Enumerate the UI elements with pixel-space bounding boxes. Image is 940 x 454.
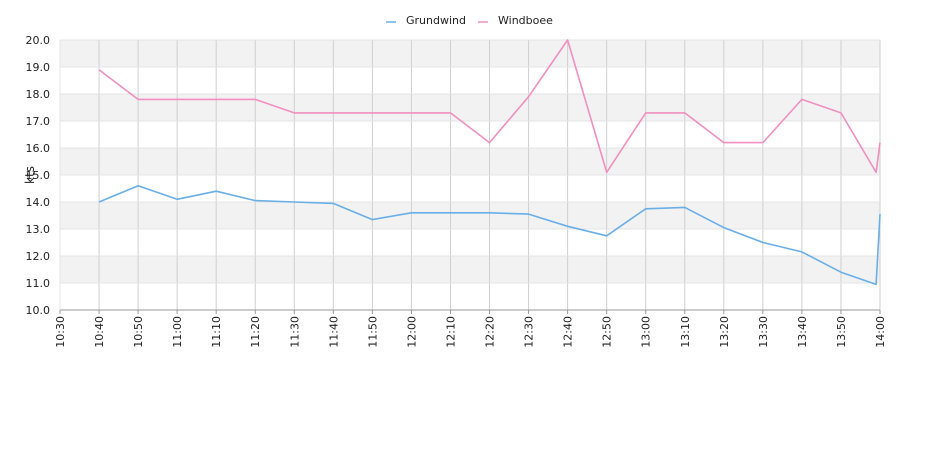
legend: Grundwind Windboee <box>386 14 553 27</box>
grid-band <box>60 256 880 283</box>
grid-band <box>60 202 880 229</box>
x-tick-label: 13:00 <box>640 316 653 348</box>
y-tick-label: 20.0 <box>26 34 51 47</box>
x-tick-label: 10:30 <box>54 316 67 348</box>
x-tick-label: 11:10 <box>210 316 223 348</box>
x-tick-label: 14:00 <box>874 316 887 348</box>
grid-band <box>60 94 880 121</box>
series-lines <box>98 39 881 286</box>
series-line-grundwind <box>98 185 881 286</box>
x-tick-label: 10:50 <box>132 316 145 348</box>
y-tick-label: 14.0 <box>26 196 51 209</box>
x-tick-label: 11:40 <box>327 316 340 348</box>
x-tick-label: 13:20 <box>718 316 731 348</box>
y-tick-label: 13.0 <box>26 223 51 236</box>
x-tick-label: 13:50 <box>835 316 848 348</box>
x-tick-label: 13:30 <box>757 316 770 348</box>
y-tick-label: 10.0 <box>26 304 51 317</box>
legend-label: Windboee <box>498 14 553 27</box>
grid-band <box>60 40 880 67</box>
x-tick-label: 12:40 <box>562 316 575 348</box>
grid-bands <box>60 40 880 283</box>
legend-label: Grundwind <box>406 14 466 27</box>
x-tick-label: 11:00 <box>171 316 184 348</box>
x-tick-label: 10:40 <box>93 316 106 348</box>
x-tick-label: 12:50 <box>601 316 614 348</box>
x-tick-label: 12:00 <box>405 316 418 348</box>
x-tick-label: 12:10 <box>444 316 457 348</box>
x-tick-label: 13:10 <box>679 316 692 348</box>
y-tick-label: 19.0 <box>26 61 51 74</box>
axes <box>59 40 880 311</box>
y-tick-label: 12.0 <box>26 250 51 263</box>
x-tick-label: 12:20 <box>484 316 497 348</box>
y-tick-label: 15.0 <box>26 169 51 182</box>
x-tick-label: 11:20 <box>249 316 262 348</box>
y-tick-labels: 10.0 11.0 12.0 13.0 14.0 15.0 16.0 17.0 18.0 19.0… <box>26 34 51 317</box>
series-line-windboee <box>98 39 881 174</box>
x-tick-label: 11:30 <box>288 316 301 348</box>
x-tick-label: 11:50 <box>366 316 379 348</box>
grid-band <box>60 148 880 175</box>
x-tick-label: 12:30 <box>523 316 536 348</box>
y-tick-label: 17.0 <box>26 115 51 128</box>
y-axis-title: kts <box>23 166 37 184</box>
x-tick-labels: 10:30 10:40 10:50 11:00 11:10 11:20 11:30 11:40… <box>54 310 887 348</box>
y-tick-label: 18.0 <box>26 88 51 101</box>
y-tick-label: 11.0 <box>26 277 51 290</box>
y-tick-label: 16.0 <box>26 142 51 155</box>
x-tick-label: 13:40 <box>796 316 809 348</box>
